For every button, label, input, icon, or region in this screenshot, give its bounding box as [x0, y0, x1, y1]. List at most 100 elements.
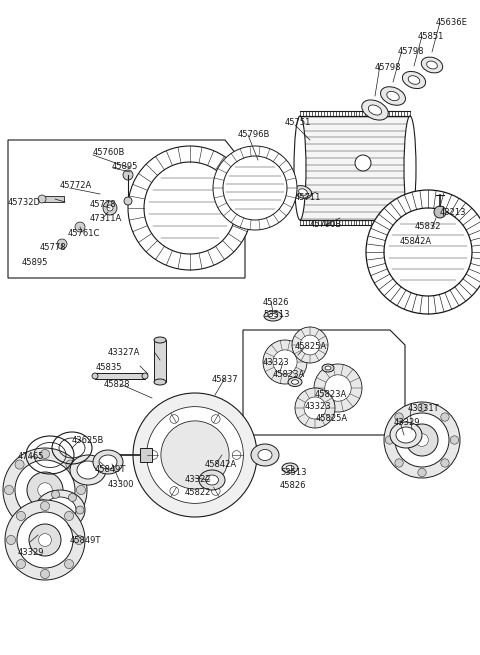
Text: 45798: 45798 [375, 63, 401, 72]
Text: 45851: 45851 [418, 32, 444, 41]
Text: 45826: 45826 [263, 298, 289, 307]
Text: 45835: 45835 [96, 363, 122, 372]
Circle shape [38, 195, 46, 203]
Text: 45751: 45751 [285, 118, 312, 127]
Ellipse shape [322, 364, 334, 372]
Circle shape [16, 512, 25, 521]
Circle shape [304, 397, 326, 419]
Text: 45825A: 45825A [316, 414, 348, 423]
Text: 45778: 45778 [40, 243, 67, 252]
Ellipse shape [70, 455, 106, 485]
Circle shape [395, 413, 449, 467]
Text: 53513: 53513 [280, 468, 307, 477]
Text: 53513: 53513 [263, 310, 289, 319]
Text: 45825A: 45825A [295, 342, 327, 351]
Text: 47311A: 47311A [90, 214, 122, 223]
Text: 45823A: 45823A [315, 390, 347, 399]
Ellipse shape [199, 470, 225, 490]
Bar [95, 373, 145, 379]
Circle shape [149, 451, 158, 459]
Ellipse shape [258, 449, 272, 460]
Circle shape [38, 499, 46, 507]
Circle shape [434, 206, 446, 218]
Circle shape [57, 239, 67, 249]
Ellipse shape [294, 116, 306, 220]
Ellipse shape [251, 444, 279, 466]
Ellipse shape [142, 373, 148, 379]
Circle shape [406, 424, 438, 456]
Text: 45823A: 45823A [273, 370, 305, 379]
Circle shape [314, 364, 362, 412]
Text: 45832: 45832 [415, 222, 442, 231]
Circle shape [6, 535, 15, 544]
Ellipse shape [325, 366, 331, 370]
Circle shape [74, 535, 84, 544]
Circle shape [133, 393, 257, 517]
Text: 43323: 43323 [263, 358, 289, 367]
Text: 45772A: 45772A [60, 181, 92, 190]
Circle shape [38, 513, 46, 521]
Circle shape [395, 413, 403, 421]
Circle shape [263, 340, 307, 384]
Ellipse shape [264, 311, 282, 321]
Ellipse shape [396, 427, 416, 443]
Circle shape [3, 448, 87, 532]
Ellipse shape [402, 71, 426, 88]
Ellipse shape [268, 314, 277, 318]
Ellipse shape [282, 463, 298, 473]
Circle shape [4, 485, 13, 495]
Circle shape [300, 335, 320, 355]
Text: 45822: 45822 [185, 488, 211, 497]
Ellipse shape [92, 373, 98, 379]
Text: 45798: 45798 [398, 47, 424, 56]
Circle shape [211, 415, 220, 423]
Text: 45790B: 45790B [310, 220, 342, 229]
Text: 43625B: 43625B [72, 436, 104, 445]
Text: 45895: 45895 [112, 162, 138, 171]
Ellipse shape [77, 461, 99, 479]
Circle shape [450, 436, 459, 444]
Ellipse shape [404, 116, 416, 220]
Circle shape [64, 512, 73, 521]
Text: 45778: 45778 [90, 200, 117, 209]
Text: 45895: 45895 [22, 258, 48, 267]
Circle shape [232, 451, 241, 459]
Circle shape [144, 162, 236, 254]
Text: 45826: 45826 [280, 481, 307, 490]
Circle shape [128, 146, 252, 270]
Circle shape [16, 559, 25, 569]
Ellipse shape [387, 91, 399, 101]
Circle shape [170, 415, 179, 423]
Circle shape [366, 190, 480, 314]
Text: 45732D: 45732D [8, 198, 41, 207]
Circle shape [103, 201, 117, 215]
Circle shape [223, 156, 287, 220]
Text: 45842A: 45842A [400, 237, 432, 246]
Circle shape [51, 491, 60, 498]
Ellipse shape [299, 189, 307, 195]
Text: 45760B: 45760B [93, 148, 125, 157]
Circle shape [170, 487, 179, 495]
Ellipse shape [35, 490, 85, 530]
Circle shape [40, 502, 49, 510]
Ellipse shape [154, 379, 166, 385]
Circle shape [40, 521, 49, 531]
Circle shape [15, 511, 24, 520]
Ellipse shape [291, 380, 299, 384]
Text: 45761C: 45761C [68, 229, 100, 238]
Bar [140, 448, 152, 462]
Circle shape [40, 449, 49, 458]
Circle shape [385, 436, 394, 444]
Bar [42, 196, 64, 202]
Text: 43213: 43213 [440, 208, 467, 217]
Ellipse shape [381, 86, 406, 105]
Circle shape [66, 511, 75, 520]
Text: 43331T: 43331T [408, 404, 440, 413]
Ellipse shape [421, 57, 443, 73]
Circle shape [66, 460, 75, 469]
Circle shape [416, 434, 428, 447]
Circle shape [441, 413, 449, 421]
Circle shape [295, 388, 335, 428]
Circle shape [75, 222, 85, 232]
Circle shape [418, 403, 426, 412]
